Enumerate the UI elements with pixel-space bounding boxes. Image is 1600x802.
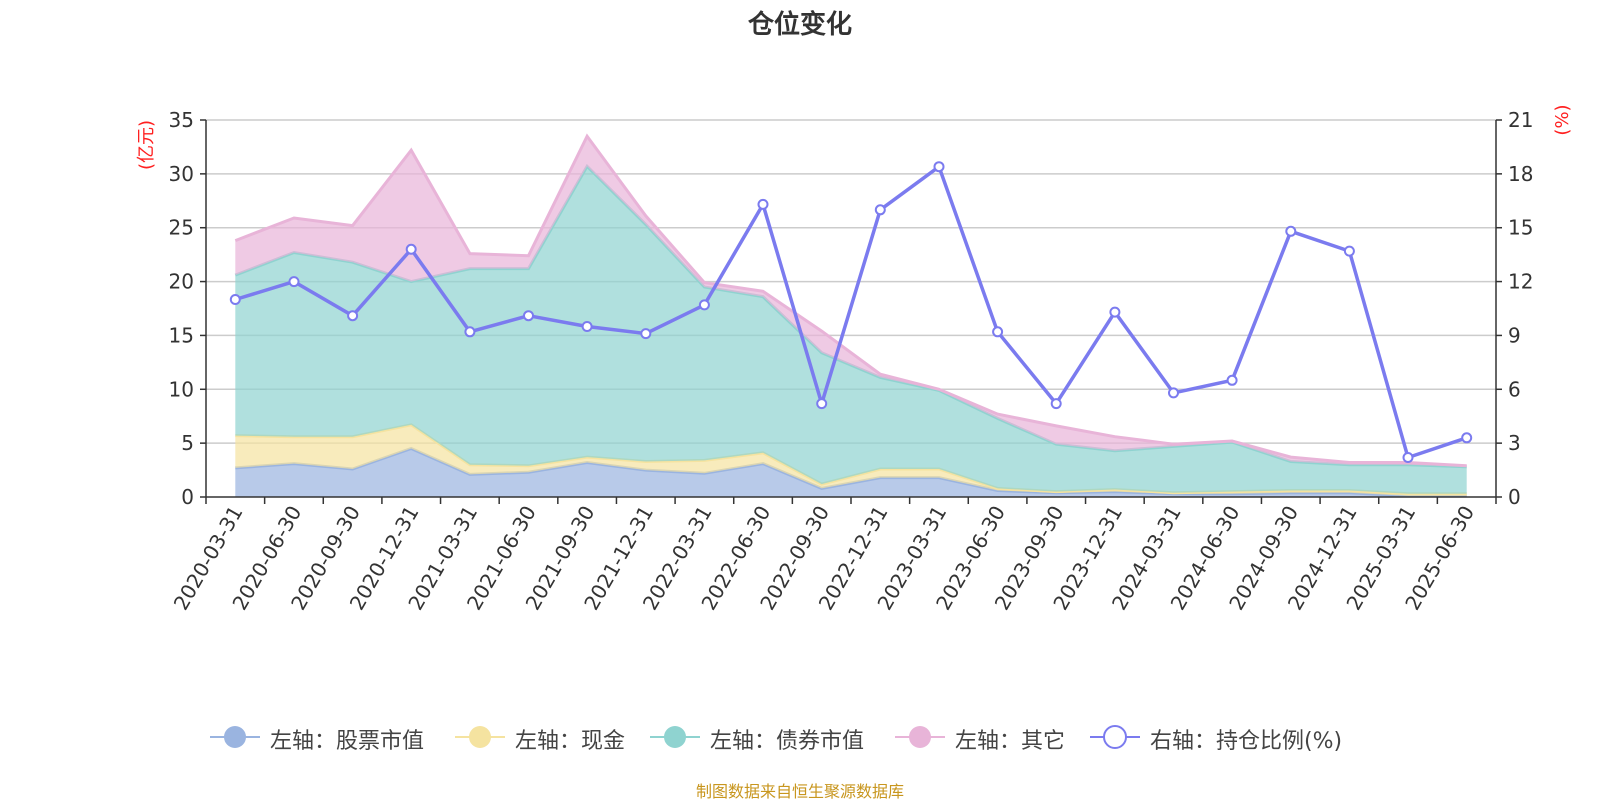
left-axis-tick-label: 15 xyxy=(169,323,194,347)
position-ratio-point xyxy=(1050,398,1062,410)
position-ratio-point xyxy=(874,204,886,216)
legend-label: 左轴：其它 xyxy=(955,729,1066,754)
legend-item-position-ratio[interactable]: 右轴：持仓比例(%) xyxy=(1090,722,1370,754)
position-ratio-point xyxy=(757,198,769,210)
legend-label: 左轴：现金 xyxy=(515,729,626,754)
right-axis-tick-label: 18 xyxy=(1508,162,1533,186)
position-ratio-point xyxy=(816,398,828,410)
position-ratio-point xyxy=(1285,225,1297,237)
position-ratio-point xyxy=(1402,452,1414,463)
right-axis-unit-label: (%) xyxy=(1552,104,1573,135)
legend-item-other[interactable]: 左轴：其它 xyxy=(895,722,1075,754)
position-ratio-line xyxy=(234,164,1468,460)
left-axis-tick-label: 35 xyxy=(169,108,194,132)
position-ratio-point xyxy=(1226,374,1238,386)
position-ratio-point xyxy=(698,299,710,311)
left-axis-unit-label: (亿元) xyxy=(136,120,157,170)
right-axis-tick-label: 0 xyxy=(1508,485,1521,509)
right-axis-tick-label: 6 xyxy=(1508,377,1521,401)
legend-circle-icon xyxy=(895,726,945,748)
position-ratio-point xyxy=(992,326,1004,338)
right-axis-tick-label: 9 xyxy=(1508,323,1521,347)
area-series-2 xyxy=(235,424,1467,496)
position-ratio-point xyxy=(405,243,417,255)
left-axis-tick-label: 10 xyxy=(169,377,194,401)
position-ratio-point xyxy=(523,310,534,322)
legend-circle-icon xyxy=(455,726,505,748)
legend-item-bond-value[interactable]: 左轴：债券市值 xyxy=(650,722,885,754)
left-axis-tick-label: 0 xyxy=(181,485,194,509)
area-series-3 xyxy=(235,166,1467,494)
area-series-edge-4 xyxy=(234,133,1467,468)
position-ratio-point xyxy=(933,161,945,173)
position-ratio-point xyxy=(1461,432,1473,444)
position-ratio-point xyxy=(229,294,241,305)
chart-title: 仓位变化 xyxy=(747,10,852,40)
position-ratio-point xyxy=(1168,387,1179,399)
left-axis-tick-label: 20 xyxy=(169,270,194,294)
legend-item-cash[interactable]: 左轴：现金 xyxy=(455,722,640,754)
position-ratio-point xyxy=(1109,306,1121,318)
left-axis-tick-label: 5 xyxy=(181,431,194,455)
legend-circle-icon xyxy=(650,726,700,748)
right-axis-tick-label: 12 xyxy=(1508,270,1533,294)
position-ratio-point xyxy=(347,310,359,322)
right-axis-tick-label: 21 xyxy=(1508,108,1533,132)
position-ratio-point xyxy=(1343,245,1355,257)
right-axis-tick-label: 3 xyxy=(1508,431,1521,455)
position-ratio-point xyxy=(288,276,300,288)
right-axis-tick-label: 15 xyxy=(1508,216,1533,240)
legend-label: 右轴：持仓比例(%) xyxy=(1150,729,1343,754)
position-ratio-point xyxy=(640,328,652,340)
data-source-note: 制图数据来自恒生聚源数据库 xyxy=(695,782,904,801)
legend-item-stock-value[interactable]: 左轴：股票市值 xyxy=(210,722,440,754)
legend-label: 左轴：股票市值 xyxy=(270,729,425,754)
area-series-1 xyxy=(235,448,1467,497)
position-ratio-point xyxy=(581,321,593,332)
left-axis-tick-label: 30 xyxy=(169,162,194,186)
left-axis-tick-label: 25 xyxy=(169,216,194,240)
legend-label: 左轴：债券市值 xyxy=(710,729,865,754)
position-ratio-point xyxy=(464,326,476,338)
legend-circle-icon xyxy=(210,726,260,748)
legend-hollow-circle-icon xyxy=(1090,725,1140,749)
